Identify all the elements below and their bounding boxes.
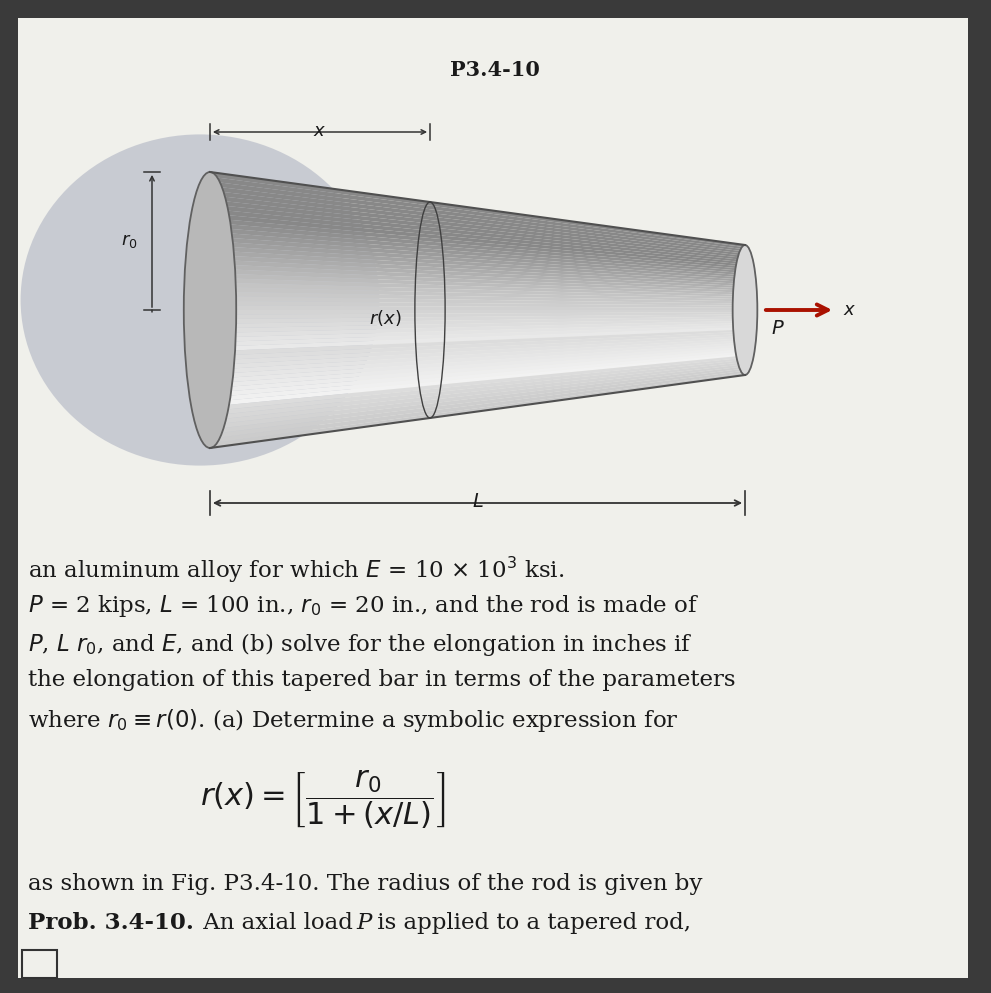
Text: $r_0$: $r_0$ <box>121 232 138 250</box>
Polygon shape <box>210 315 745 324</box>
Polygon shape <box>210 357 745 416</box>
Polygon shape <box>210 312 745 319</box>
Polygon shape <box>210 209 745 264</box>
Polygon shape <box>210 222 745 271</box>
Polygon shape <box>210 172 745 247</box>
Polygon shape <box>210 352 745 402</box>
Polygon shape <box>210 227 745 273</box>
Polygon shape <box>210 282 745 299</box>
Polygon shape <box>210 245 745 282</box>
Polygon shape <box>210 241 745 280</box>
Text: $L$: $L$ <box>472 493 484 511</box>
Polygon shape <box>210 370 745 444</box>
Polygon shape <box>210 359 745 420</box>
Polygon shape <box>210 205 745 262</box>
Polygon shape <box>210 319 745 333</box>
Polygon shape <box>210 355 745 411</box>
Polygon shape <box>210 323 745 343</box>
Polygon shape <box>210 364 745 430</box>
Polygon shape <box>210 325 745 347</box>
Polygon shape <box>210 213 745 267</box>
Polygon shape <box>210 339 745 374</box>
Polygon shape <box>210 341 745 379</box>
Polygon shape <box>210 259 745 288</box>
Text: $x$: $x$ <box>313 122 327 140</box>
Polygon shape <box>210 332 745 360</box>
Polygon shape <box>210 292 745 304</box>
Text: where $r_0 \equiv r(0)$. (a) Determine a symbolic expression for: where $r_0 \equiv r(0)$. (a) Determine a… <box>28 707 679 734</box>
Polygon shape <box>210 236 745 277</box>
Polygon shape <box>210 343 745 383</box>
Text: $r(x) = \left[\dfrac{r_0}{1+(x/L)}\right]$: $r(x) = \left[\dfrac{r_0}{1+(x/L)}\right… <box>200 769 446 831</box>
Polygon shape <box>210 231 745 275</box>
Polygon shape <box>210 268 745 293</box>
Polygon shape <box>210 273 745 295</box>
Polygon shape <box>210 366 745 434</box>
Text: Prob. 3.4-10.: Prob. 3.4-10. <box>28 912 194 934</box>
Polygon shape <box>210 354 745 406</box>
Polygon shape <box>210 349 745 397</box>
Polygon shape <box>210 250 745 284</box>
Text: $P$: $P$ <box>771 320 785 338</box>
Polygon shape <box>210 177 745 249</box>
Text: $P$, $L$ $r_{0}$, and $E$, and (b) solve for the elongation in inches if: $P$, $L$ $r_{0}$, and $E$, and (b) solve… <box>28 631 693 658</box>
Polygon shape <box>210 264 745 291</box>
Polygon shape <box>210 200 745 260</box>
Ellipse shape <box>732 245 757 375</box>
Text: $P$ = 2 kips, $L$ = 100 in., $r_0$ = 20 in., and the rod is made of: $P$ = 2 kips, $L$ = 100 in., $r_0$ = 20 … <box>28 593 700 619</box>
Text: as shown in Fig. P3.4-10. The radius of the rod is given by: as shown in Fig. P3.4-10. The radius of … <box>28 873 703 895</box>
Polygon shape <box>210 345 745 388</box>
Polygon shape <box>210 317 745 329</box>
FancyBboxPatch shape <box>18 18 968 978</box>
Text: an aluminum alloy for which $E$ = 10 $\times$ 10$^3$ ksi.: an aluminum alloy for which $E$ = 10 $\t… <box>28 555 564 585</box>
Polygon shape <box>210 310 745 315</box>
Polygon shape <box>210 255 745 286</box>
Polygon shape <box>210 181 745 251</box>
Text: $x$: $x$ <box>843 301 856 319</box>
Text: P: P <box>356 912 372 934</box>
Polygon shape <box>210 278 745 297</box>
Polygon shape <box>210 296 745 306</box>
Polygon shape <box>210 301 745 308</box>
Polygon shape <box>210 330 745 356</box>
Text: An axial load: An axial load <box>196 912 360 934</box>
Polygon shape <box>210 218 745 269</box>
Polygon shape <box>210 347 745 393</box>
Ellipse shape <box>183 172 236 448</box>
Polygon shape <box>210 321 745 338</box>
Polygon shape <box>210 372 745 448</box>
Polygon shape <box>210 306 745 310</box>
Polygon shape <box>210 368 745 439</box>
Polygon shape <box>210 334 745 365</box>
Polygon shape <box>210 336 745 369</box>
Polygon shape <box>210 362 745 425</box>
Text: P3.4-10: P3.4-10 <box>450 60 540 80</box>
Polygon shape <box>210 328 745 352</box>
Text: the elongation of this tapered bar in terms of the parameters: the elongation of this tapered bar in te… <box>28 669 735 691</box>
Text: is applied to a tapered rod,: is applied to a tapered rod, <box>370 912 691 934</box>
Polygon shape <box>210 287 745 301</box>
Text: $r(x)$: $r(x)$ <box>370 308 402 328</box>
Polygon shape <box>210 191 745 256</box>
FancyBboxPatch shape <box>22 950 57 978</box>
Ellipse shape <box>21 134 380 466</box>
Polygon shape <box>210 186 745 253</box>
Polygon shape <box>210 195 745 258</box>
